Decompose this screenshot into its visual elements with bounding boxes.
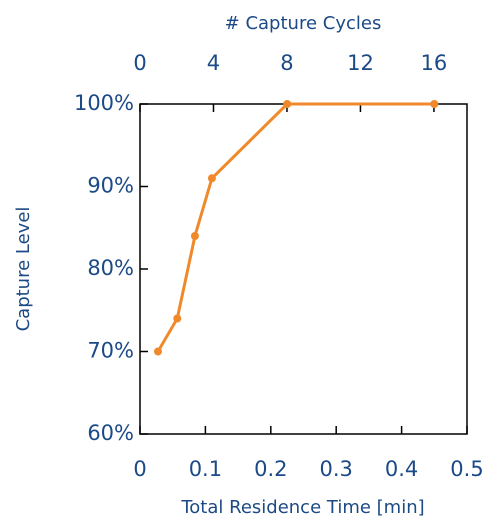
y-tick-label: 100% (74, 91, 134, 115)
y-tick-label: 60% (87, 421, 134, 445)
x2-tick-label: 4 (207, 51, 220, 75)
data-point (207, 174, 216, 183)
x-tick-label: 0.5 (450, 457, 483, 481)
y-axis-label: Capture Level (13, 207, 34, 332)
x-tick-label: 0.4 (385, 457, 418, 481)
x-tick-label: 0 (133, 457, 146, 481)
x-axis-label: Total Residence Time [min] (180, 497, 424, 518)
y-tick-label: 80% (87, 256, 134, 280)
x-tick-label: 0.2 (254, 457, 287, 481)
x2-tick-label: 16 (421, 51, 448, 75)
data-point (190, 232, 199, 240)
x-tick-label: 0.1 (189, 457, 222, 481)
x2-tick-label: 0 (133, 51, 146, 75)
y-tick-label: 70% (87, 339, 134, 363)
data-point (283, 100, 292, 108)
series-line (156, 102, 435, 353)
data-point (173, 314, 182, 323)
data-point (153, 347, 162, 356)
y-tick-label: 90% (87, 174, 134, 198)
x2-tick-label: 8 (280, 51, 293, 75)
x2-axis-label: # Capture Cycles (225, 13, 382, 34)
x-tick-label: 0.3 (319, 457, 352, 481)
data-point (430, 100, 439, 108)
x2-tick-label: 12 (347, 51, 374, 75)
